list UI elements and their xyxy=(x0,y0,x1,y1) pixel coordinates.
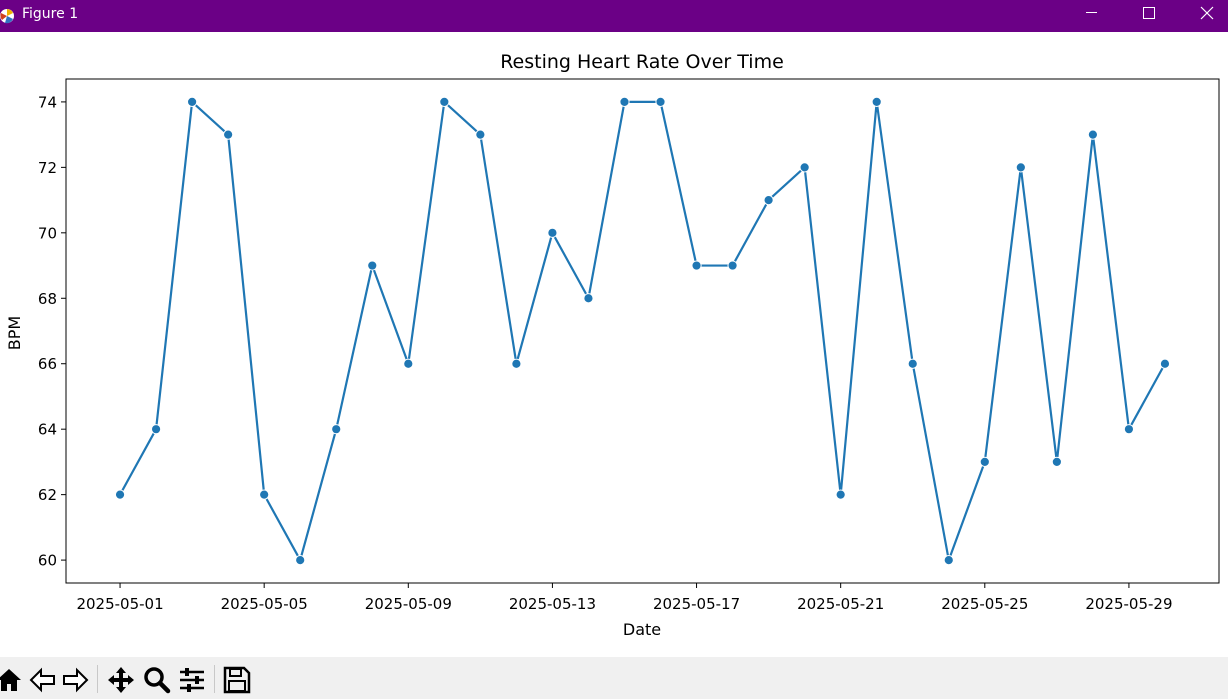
plot-frame xyxy=(65,78,1220,584)
data-point xyxy=(367,260,378,271)
toolbar-separator xyxy=(214,665,215,693)
data-point xyxy=(943,554,954,566)
save-icon xyxy=(223,666,251,694)
pan-icon xyxy=(108,667,134,693)
line-chart: Resting Heart Rate Over Time 60 62 64 66 68 7… xyxy=(5,51,1220,639)
data-point xyxy=(150,424,162,435)
figure-canvas: Resting Heart Rate Over Time 60 62 64 66 68 7… xyxy=(0,32,1228,657)
y-tick-label: 74 xyxy=(38,93,57,111)
data-point xyxy=(547,227,558,238)
matplotlib-logo-icon xyxy=(0,9,14,24)
data-point xyxy=(114,489,126,500)
y-axis-label: BPM xyxy=(5,316,24,350)
x-tick-label: 2025-05-09 xyxy=(365,595,452,613)
data-point xyxy=(511,358,522,369)
home-icon xyxy=(0,669,21,691)
data-point xyxy=(1087,129,1098,140)
maximize-icon xyxy=(1143,7,1155,19)
y-tick-label: 70 xyxy=(38,224,57,242)
y-tick-label: 64 xyxy=(38,421,57,439)
data-point xyxy=(295,554,306,566)
data-point xyxy=(259,489,270,500)
data-point xyxy=(835,489,846,500)
data-point xyxy=(691,260,702,271)
data-point xyxy=(871,96,882,108)
data-point xyxy=(907,358,918,369)
minimize-button[interactable] xyxy=(1068,0,1114,32)
x-tick-label: 2025-05-01 xyxy=(76,595,163,613)
x-axis-label: Date xyxy=(623,620,661,639)
axes xyxy=(65,78,1220,584)
close-button[interactable] xyxy=(1182,0,1228,32)
data-point xyxy=(799,162,810,173)
data-point xyxy=(583,293,594,304)
back-button[interactable] xyxy=(28,666,58,694)
series-line xyxy=(119,100,1166,562)
y-tick-label: 72 xyxy=(38,159,57,177)
y-tick-label: 62 xyxy=(38,486,57,504)
forward-button[interactable] xyxy=(60,666,90,694)
x-tick-label: 2025-05-21 xyxy=(797,595,884,613)
maximize-button[interactable] xyxy=(1126,0,1172,32)
pan-button[interactable] xyxy=(106,666,136,694)
zoom-button[interactable] xyxy=(142,666,172,694)
data-point xyxy=(619,96,630,108)
minimize-icon xyxy=(1086,12,1097,13)
data-point xyxy=(331,424,342,435)
navigation-toolbar xyxy=(0,657,1228,699)
window-title: Figure 1 xyxy=(22,6,79,22)
toolbar-separator xyxy=(97,665,98,693)
back-icon xyxy=(29,667,55,693)
data-point xyxy=(403,358,414,369)
configure-subplots-icon xyxy=(180,668,204,692)
zoom-icon xyxy=(144,667,171,694)
data-point xyxy=(1123,424,1135,435)
data-point xyxy=(475,129,486,140)
y-tick-label: 60 xyxy=(38,552,57,570)
chart-title: Resting Heart Rate Over Time xyxy=(500,51,784,73)
home-button[interactable] xyxy=(0,666,24,694)
data-point xyxy=(979,456,990,468)
x-tick-label: 2025-05-17 xyxy=(653,595,740,613)
data-point xyxy=(1051,456,1062,468)
data-point xyxy=(223,129,234,140)
series-layer xyxy=(114,96,1171,566)
y-tick-label: 66 xyxy=(38,355,57,373)
data-point xyxy=(1015,162,1026,173)
data-point xyxy=(655,96,666,108)
data-point xyxy=(1159,358,1171,369)
x-tick-label: 2025-05-13 xyxy=(509,595,596,613)
data-point xyxy=(727,260,738,271)
data-point xyxy=(763,194,774,206)
save-button[interactable] xyxy=(222,666,252,694)
data-point xyxy=(439,96,450,108)
close-icon xyxy=(1200,6,1214,20)
x-tick-label: 2025-05-25 xyxy=(941,595,1028,613)
x-tick-label: 2025-05-05 xyxy=(221,595,308,613)
data-point xyxy=(187,96,198,108)
title-bar: Figure 1 xyxy=(0,0,1228,32)
configure-subplots-button[interactable] xyxy=(177,666,207,694)
y-tick-label: 68 xyxy=(38,290,57,308)
x-tick-label: 2025-05-29 xyxy=(1085,595,1172,613)
tick-layer: 60 62 64 66 68 70 72 74 2025-05-01 2025-05-05 2025… xyxy=(38,93,1173,613)
forward-icon xyxy=(63,667,89,693)
